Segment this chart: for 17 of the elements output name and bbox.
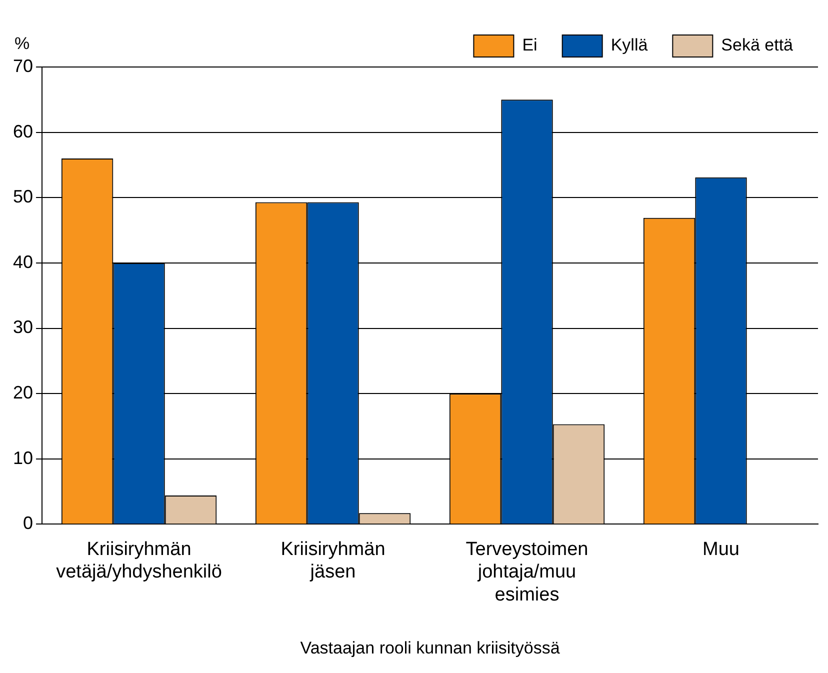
y-tick-label: 30 [12, 317, 34, 338]
y-tick-label: 0 [23, 513, 34, 534]
y-axis-title: % [14, 34, 30, 54]
x-tick-label: Kriisiryhmän vetäjä/yhdyshenkilö [56, 538, 222, 583]
y-tick-label: 40 [12, 252, 34, 272]
x-axis-title: Vastaajan rooli kunnan kriisityössä [300, 638, 560, 658]
legend-label: Kyllä [610, 36, 648, 55]
y-tick-label: 20 [12, 382, 34, 403]
y-tick-label: 50 [12, 186, 34, 207]
y-tick-label: 60 [12, 121, 34, 142]
y-tick-label: 70 [12, 56, 34, 76]
x-tick-label: Kriisiryhmän jäsen [280, 538, 386, 583]
x-tick-label: Muu [702, 538, 740, 560]
legend-label: Ei [522, 36, 538, 55]
legend-label: Sekä että [721, 36, 794, 55]
x-tick-label: Terveystoimen johtaja/muu esimies [466, 538, 588, 606]
y-tick-label: 10 [12, 448, 34, 468]
